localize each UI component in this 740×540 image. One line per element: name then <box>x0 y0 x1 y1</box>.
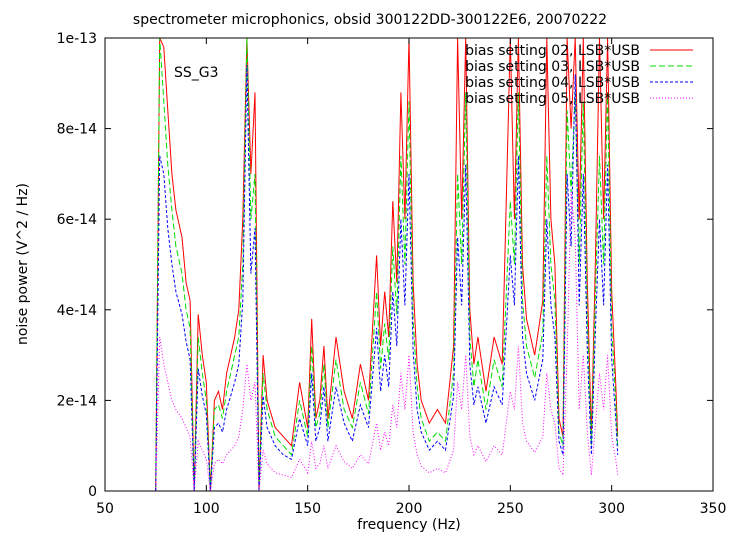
series-layer <box>155 38 619 491</box>
x-tick-label: 250 <box>497 501 524 517</box>
legend-label: bias setting 02, LSB*USB <box>465 43 640 59</box>
y-tick-label: 4e-14 <box>57 303 97 319</box>
y-tick-label: 8e-14 <box>57 122 97 138</box>
y-tick-label: 0 <box>88 484 97 500</box>
series-line-2 <box>155 38 619 491</box>
x-axis-label: frequency (Hz) <box>357 517 460 533</box>
x-tick-label: 150 <box>294 501 321 517</box>
legend-label: bias setting 04, LSB*USB <box>465 75 640 91</box>
series-line-3 <box>155 38 619 491</box>
legend-label: bias setting 05, LSB*USB <box>465 91 640 107</box>
legend-label: bias setting 03, LSB*USB <box>465 59 640 75</box>
chart-title: spectrometer microphonics, obsid 300122D… <box>133 12 607 28</box>
x-tick-label: 50 <box>96 501 114 517</box>
series-line-4 <box>155 65 619 491</box>
x-tick-label: 100 <box>193 501 220 517</box>
x-tick-label: 350 <box>700 501 727 517</box>
y-tick-label: 2e-14 <box>57 393 97 409</box>
y-tick-label: 1e-13 <box>57 31 97 47</box>
annotation-label: SS_G3 <box>174 65 219 81</box>
x-tick-label: 300 <box>598 501 625 517</box>
y-axis: 0 2e-14 4e-14 6e-14 8e-14 1e-13 <box>57 31 713 500</box>
y-axis-label: noise power (V^2 / Hz) <box>15 183 31 345</box>
x-axis: 50 100 150 200 250 300 350 <box>96 38 726 517</box>
x-tick-label: 200 <box>396 501 423 517</box>
y-tick-label: 6e-14 <box>57 212 97 228</box>
